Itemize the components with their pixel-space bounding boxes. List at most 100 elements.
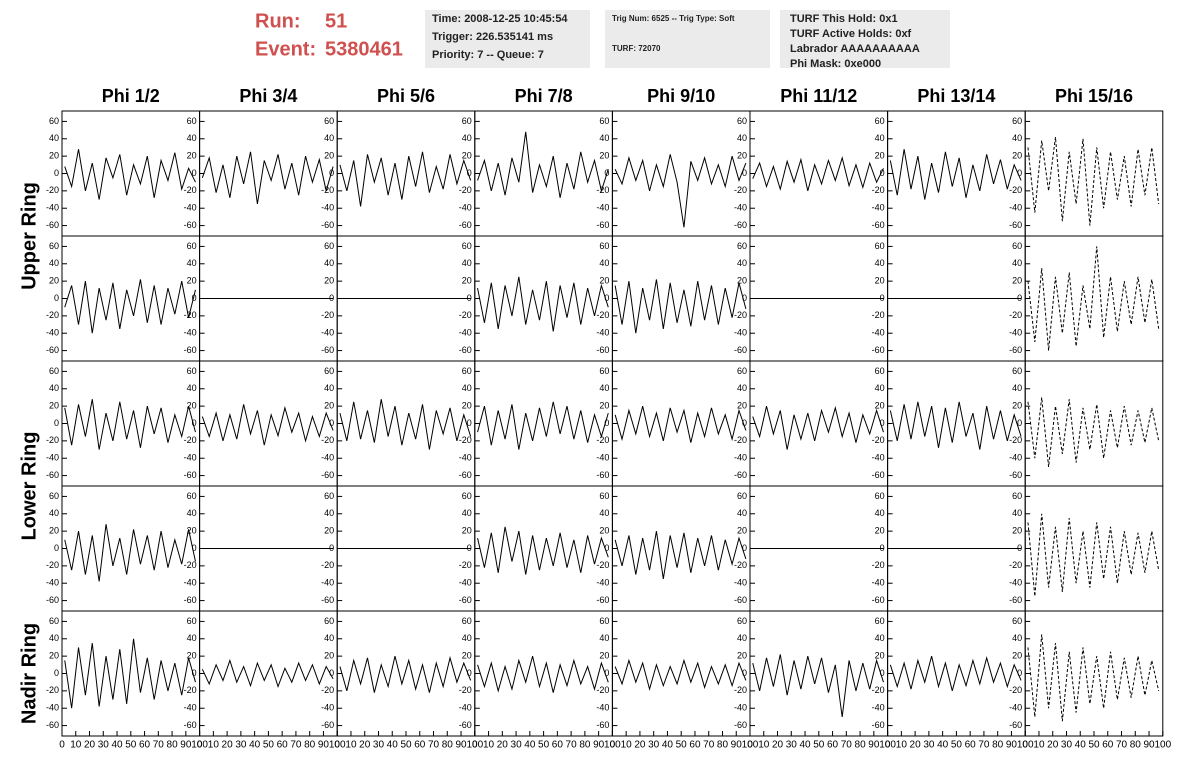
- x-tick-label: 90: [180, 740, 192, 751]
- x-tick-label: 20: [772, 740, 784, 751]
- info-line: Trigger: 226.535141 ms: [432, 31, 553, 43]
- y-tick-label: 40: [875, 508, 885, 518]
- x-tick-label: 20: [634, 740, 646, 751]
- x-tick-label: 50: [263, 740, 275, 751]
- x-tick-label: 0: [610, 740, 616, 751]
- y-tick-label: -60: [184, 220, 197, 230]
- y-tick-label: -60: [1009, 220, 1022, 230]
- y-tick-label: 0: [604, 418, 609, 428]
- y-tick-label: 40: [462, 133, 472, 143]
- y-tick-label: -40: [459, 203, 472, 213]
- y-tick-label: 0: [1017, 293, 1022, 303]
- y-tick-label: -60: [184, 595, 197, 605]
- y-tick-label: 20: [875, 151, 885, 161]
- info-line: Priority: 7 -- Queue: 7: [432, 49, 544, 61]
- y-tick-label: -60: [459, 220, 472, 230]
- y-tick-label: -60: [1009, 470, 1022, 480]
- x-tick-label: 60: [965, 740, 977, 751]
- x-tick-label: 50: [538, 740, 550, 751]
- x-tick-label: 20: [910, 740, 922, 751]
- y-tick-label: 60: [1012, 241, 1022, 251]
- info-line: Trig Num: 6525 -- Trig Type: Soft: [612, 14, 735, 23]
- column-label: Phi 7/8: [515, 86, 573, 106]
- waveform: [889, 149, 1022, 200]
- waveform: [64, 279, 196, 334]
- x-tick-label: 80: [167, 740, 179, 751]
- y-tick-label: 0: [192, 668, 197, 678]
- y-tick-label: 60: [49, 491, 59, 501]
- y-tick-label: -40: [459, 328, 472, 338]
- y-tick-label: -60: [184, 720, 197, 730]
- y-tick-label: 40: [1012, 383, 1022, 393]
- x-tick-label: 0: [59, 740, 65, 751]
- x-tick-label: 30: [235, 740, 247, 751]
- x-tick-label: 80: [717, 740, 729, 751]
- y-tick-label: 0: [880, 293, 885, 303]
- waveform: [1027, 397, 1160, 467]
- y-tick-label: 60: [737, 616, 747, 626]
- x-tick-label: 60: [552, 740, 564, 751]
- y-tick-label: 20: [875, 401, 885, 411]
- y-tick-label: 40: [187, 133, 197, 143]
- y-tick-label: 60: [462, 366, 472, 376]
- y-tick-label: 0: [1017, 543, 1022, 553]
- y-tick-label: 0: [604, 543, 609, 553]
- y-tick-label: -20: [872, 185, 885, 195]
- y-tick-label: 40: [324, 258, 334, 268]
- y-tick-label: 40: [49, 133, 59, 143]
- y-tick-label: 20: [1012, 151, 1022, 161]
- y-tick-label: 40: [599, 633, 609, 643]
- y-tick-label: 0: [1017, 418, 1022, 428]
- y-tick-label: 20: [462, 401, 472, 411]
- waveform: [1027, 513, 1160, 597]
- y-tick-label: 60: [324, 616, 334, 626]
- y-tick-label: -40: [184, 578, 197, 588]
- y-tick-label: 20: [187, 651, 197, 661]
- y-tick-label: -60: [596, 720, 609, 730]
- y-tick-label: -60: [46, 470, 59, 480]
- y-tick-label: -40: [46, 203, 59, 213]
- x-tick-label: 70: [153, 740, 165, 751]
- y-tick-label: 60: [49, 616, 59, 626]
- waveform: [339, 151, 472, 207]
- ring-label: Lower Ring: [18, 432, 40, 541]
- x-tick-label: 30: [923, 740, 935, 751]
- y-tick-label: 60: [324, 491, 334, 501]
- y-tick-label: -40: [459, 703, 472, 713]
- y-tick-label: 0: [742, 668, 747, 678]
- x-tick-label: 40: [799, 740, 811, 751]
- y-tick-label: 60: [599, 116, 609, 126]
- y-tick-label: 60: [187, 366, 197, 376]
- y-tick-label: -20: [184, 435, 197, 445]
- y-tick-label: 60: [875, 616, 885, 626]
- waveform: [614, 531, 747, 579]
- y-tick-label: -20: [1009, 185, 1022, 195]
- y-tick-label: -40: [321, 453, 334, 463]
- y-tick-label: -60: [872, 220, 885, 230]
- y-tick-label: 20: [1012, 651, 1022, 661]
- run-label: Run:: [255, 10, 301, 32]
- y-tick-label: 0: [192, 543, 197, 553]
- info-line: TURF Active Holds: 0xf: [790, 28, 912, 40]
- y-tick-label: 20: [875, 276, 885, 286]
- y-tick-label: 0: [604, 168, 609, 178]
- y-tick-label: 0: [880, 668, 885, 678]
- info-box: [780, 10, 950, 68]
- y-tick-label: 40: [49, 258, 59, 268]
- y-tick-label: 0: [604, 293, 609, 303]
- x-tick-label: 50: [676, 740, 688, 751]
- y-tick-label: -20: [734, 310, 747, 320]
- waveform: [1027, 634, 1160, 722]
- x-tick-label: 10: [208, 740, 220, 751]
- x-tick-label: 50: [1088, 740, 1100, 751]
- y-tick-label: 20: [49, 151, 59, 161]
- x-tick-label: 100: [191, 740, 208, 751]
- y-tick-label: 20: [187, 526, 197, 536]
- y-tick-label: -60: [184, 345, 197, 355]
- y-tick-label: 0: [467, 293, 472, 303]
- y-tick-label: 20: [1012, 276, 1022, 286]
- x-tick-label: 80: [304, 740, 316, 751]
- y-tick-label: -20: [459, 435, 472, 445]
- y-tick-label: -40: [1009, 453, 1022, 463]
- y-tick-label: -20: [459, 185, 472, 195]
